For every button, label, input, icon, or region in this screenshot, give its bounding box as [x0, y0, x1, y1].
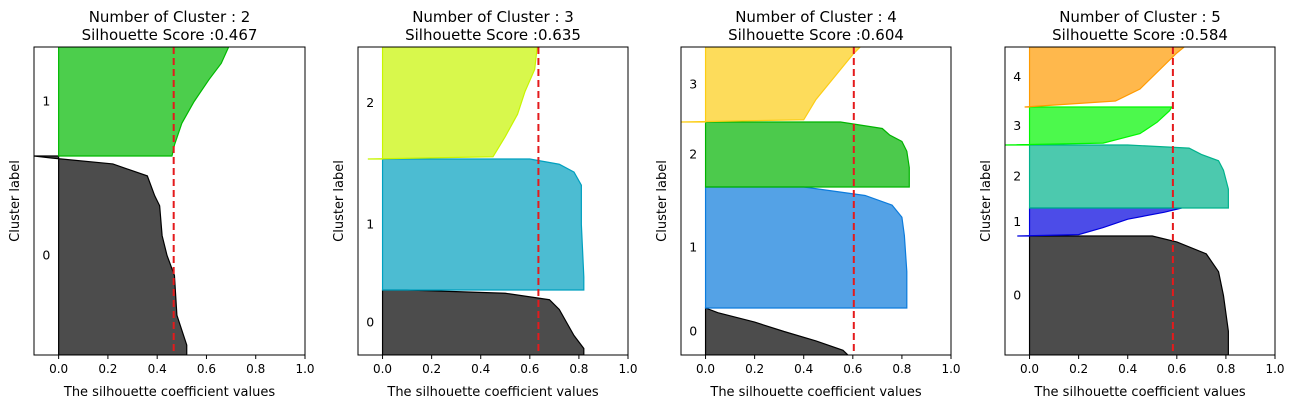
chart-subtitle: Silhouette Score :0.467 — [82, 26, 258, 44]
chart-title: Number of Cluster : 5 — [1059, 8, 1221, 26]
cluster-label: 1 — [1013, 214, 1021, 229]
cluster-1-silhouette — [58, 47, 230, 157]
x-tick-label: 0.4 — [794, 362, 813, 376]
chart-title: Number of Cluster : 4 — [735, 8, 897, 26]
chart-subtitle: Silhouette Score :0.604 — [728, 26, 904, 44]
y-axis-label: Cluster label — [979, 160, 994, 242]
cluster-4-silhouette — [1024, 47, 1186, 108]
x-tick-label: 0.8 — [569, 362, 588, 376]
x-axis-label: The silhouette coefficient values — [63, 385, 275, 400]
cluster-label: 3 — [1013, 118, 1021, 133]
x-tick-label: 0.6 — [1167, 362, 1186, 376]
cluster-label: 2 — [366, 95, 374, 110]
cluster-label: 0 — [366, 315, 374, 330]
chart-subtitle: Silhouette Score :0.635 — [405, 26, 581, 44]
x-tick-label: 0.4 — [1118, 362, 1137, 376]
cluster-label: 4 — [1013, 69, 1021, 84]
cluster-label: 2 — [1013, 169, 1021, 184]
y-axis-label: Cluster label — [8, 160, 23, 242]
x-tick-label: 1.0 — [295, 362, 314, 376]
x-tick-label: 0.4 — [471, 362, 490, 376]
x-tick-label: 0.0 — [373, 362, 392, 376]
x-tick-label: 0.2 — [745, 362, 764, 376]
cluster-label: 2 — [689, 147, 697, 162]
x-tick-label: 0.2 — [1069, 362, 1088, 376]
axes-frame — [1004, 46, 1276, 356]
cluster-label: 0 — [42, 248, 50, 263]
cluster-3-silhouette — [681, 47, 862, 123]
x-tick-label: 1.0 — [941, 362, 960, 376]
axes-frame — [680, 46, 952, 356]
x-axis-label: The silhouette coefficient values — [1033, 385, 1245, 400]
x-tick-label: 0.6 — [520, 362, 539, 376]
x-tick-label: 0.2 — [422, 362, 441, 376]
x-tick-label: 0.0 — [696, 362, 715, 376]
y-axis-label: Cluster label — [332, 160, 347, 242]
subplot-2: 0 1 2 0.0 0.2 0.4 0.6 0.8 1.0 The silhouette coef… — [332, 8, 638, 400]
cluster-label: 3 — [689, 77, 697, 92]
x-axis-label: The silhouette coefficient values — [386, 385, 598, 400]
cluster-0-silhouette — [381, 289, 585, 355]
cluster-label: 0 — [689, 324, 697, 339]
x-tick-label: 0.2 — [98, 362, 117, 376]
cluster-label: 1 — [689, 240, 697, 255]
cluster-1-silhouette — [381, 158, 585, 291]
cluster-1-silhouette — [704, 186, 908, 309]
chart-title: Number of Cluster : 3 — [412, 8, 574, 26]
cluster-0-silhouette — [34, 155, 188, 355]
x-tick-label: 1.0 — [618, 362, 637, 376]
axes-frame — [33, 46, 306, 356]
subplot-3: 0 1 2 3 0.0 0.2 0.4 0.6 0.8 1.0 The silhouette coe… — [655, 8, 961, 400]
cluster-0-silhouette — [704, 307, 849, 355]
cluster-label: 0 — [1013, 288, 1021, 303]
cluster-label: 1 — [42, 94, 50, 109]
subplot-4: 0 1 2 3 4 0.0 0.2 0.4 0.6 0.8 1.0 The silhouette co… — [979, 8, 1285, 400]
cluster-2-silhouette — [704, 121, 910, 188]
chart-title: Number of Cluster : 2 — [89, 8, 251, 26]
cluster-1-silhouette — [1017, 207, 1182, 237]
cluster-0-silhouette — [1028, 235, 1229, 355]
x-tick-label: 0.8 — [892, 362, 911, 376]
x-tick-label: 0.4 — [148, 362, 167, 376]
x-tick-label: 0.6 — [843, 362, 862, 376]
x-tick-label: 1.0 — [1265, 362, 1284, 376]
axes-frame — [357, 46, 629, 356]
subplot-1: 0 1 0.0 0.2 0.4 0.6 0.8 1.0 The silhouette coeff… — [8, 8, 315, 400]
x-tick-label: 0.6 — [197, 362, 216, 376]
cluster-label: 1 — [366, 217, 374, 232]
cluster-2-silhouette — [367, 47, 538, 160]
x-tick-label: 0.0 — [49, 362, 68, 376]
x-tick-label: 0.0 — [1020, 362, 1039, 376]
x-axis-label: The silhouette coefficient values — [709, 385, 921, 400]
x-tick-label: 0.8 — [1216, 362, 1235, 376]
x-tick-label: 0.8 — [246, 362, 265, 376]
cluster-3-silhouette — [1005, 106, 1174, 146]
chart-subtitle: Silhouette Score :0.584 — [1052, 26, 1228, 44]
cluster-2-silhouette — [1028, 144, 1229, 209]
y-axis-label: Cluster label — [655, 160, 670, 242]
